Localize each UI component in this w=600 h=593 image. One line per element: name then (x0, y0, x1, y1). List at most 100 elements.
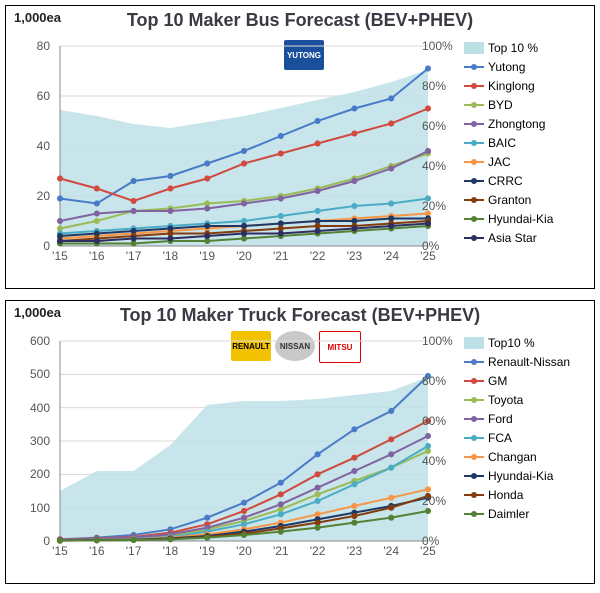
legend-item: FCA (464, 428, 588, 447)
y-left-tick: 400 (10, 401, 50, 415)
forecast-charts-page: { "bus": { "type": "line+area", "unit_la… (0, 0, 600, 593)
y-right-tick: 40% (422, 454, 462, 468)
bus-chart-svg (52, 38, 436, 268)
legend-item: Daimler (464, 504, 588, 523)
x-tick: '15 (45, 249, 75, 263)
y-left-tick: 20 (10, 189, 50, 203)
legend-swatch (464, 218, 484, 220)
x-tick: '17 (119, 249, 149, 263)
legend-label: Kinglong (488, 79, 535, 93)
y-left-tick: 100 (10, 501, 50, 515)
legend-item: Granton (464, 190, 588, 209)
legend-label: BYD (488, 98, 513, 112)
y-right-tick: 40% (422, 159, 462, 173)
legend-item: Kinglong (464, 76, 588, 95)
bus-forecast-panel: 1,000ea Top 10 Maker Bus Forecast (BEV+P… (5, 5, 595, 289)
legend-item: Changan (464, 447, 588, 466)
legend-label: Toyota (488, 393, 523, 407)
legend-label: Daimler (488, 507, 529, 521)
legend-swatch (464, 418, 484, 420)
legend-item: GM (464, 371, 588, 390)
y-left-tick: 60 (10, 89, 50, 103)
legend-swatch (464, 437, 484, 439)
truck-forecast-panel: 1,000ea Top 10 Maker Truck Forecast (BEV… (5, 300, 595, 584)
legend-swatch (464, 399, 484, 401)
x-tick: '24 (376, 249, 406, 263)
legend-label: GM (488, 374, 507, 388)
legend-label: Ford (488, 412, 513, 426)
legend-label: Top10 % (488, 336, 535, 350)
legend-label: Changan (488, 450, 537, 464)
legend-item: Honda (464, 485, 588, 504)
x-tick: '18 (155, 249, 185, 263)
x-tick: '23 (339, 544, 369, 558)
legend-swatch (464, 475, 484, 477)
legend-label: Hyundai-Kia (488, 212, 553, 226)
legend-swatch (464, 337, 484, 349)
truck-chart-svg (52, 333, 436, 563)
legend-label: Asia Star (488, 231, 537, 245)
legend-item: Top 10 % (464, 38, 588, 57)
bus-title: Top 10 Maker Bus Forecast (BEV+PHEV) (6, 10, 594, 31)
legend-item: Yutong (464, 57, 588, 76)
legend-swatch (464, 104, 484, 106)
y-left-tick: 0 (10, 534, 50, 548)
legend-label: JAC (488, 155, 511, 169)
legend-swatch (464, 237, 484, 239)
legend-label: BAIC (488, 136, 516, 150)
legend-item: Ford (464, 409, 588, 428)
legend-item: BAIC (464, 133, 588, 152)
legend-item: Asia Star (464, 228, 588, 247)
truck-legend: Top10 % Renault-Nissan GM Toyota Ford FCA Chan… (464, 333, 588, 523)
legend-item: BYD (464, 95, 588, 114)
y-right-tick: 80% (422, 374, 462, 388)
y-right-tick: 100% (422, 334, 462, 348)
y-left-tick: 500 (10, 367, 50, 381)
x-tick: '22 (303, 249, 333, 263)
legend-label: Zhongtong (488, 117, 545, 131)
bus-legend: Top 10 % Yutong Kinglong BYD Zhongtong BAIC JA… (464, 38, 588, 247)
x-tick: '19 (192, 249, 222, 263)
legend-swatch (464, 380, 484, 382)
legend-swatch (464, 42, 484, 54)
y-right-tick: 20% (422, 494, 462, 508)
legend-item: Zhongtong (464, 114, 588, 133)
legend-label: Top 10 % (488, 41, 538, 55)
x-tick: '16 (82, 249, 112, 263)
x-tick: '22 (303, 544, 333, 558)
legend-swatch (464, 199, 484, 201)
x-tick: '20 (229, 249, 259, 263)
y-left-tick: 0 (10, 239, 50, 253)
legend-item: Top10 % (464, 333, 588, 352)
legend-item: JAC (464, 152, 588, 171)
y-right-tick: 100% (422, 39, 462, 53)
x-tick: '21 (266, 544, 296, 558)
legend-item: Renault-Nissan (464, 352, 588, 371)
legend-item: CRRC (464, 171, 588, 190)
x-tick: '20 (229, 544, 259, 558)
y-left-tick: 600 (10, 334, 50, 348)
legend-swatch (464, 85, 484, 87)
legend-label: Hyundai-Kia (488, 469, 553, 483)
x-tick: '25 (413, 544, 443, 558)
legend-item: Hyundai-Kia (464, 466, 588, 485)
legend-swatch (464, 361, 484, 363)
legend-swatch (464, 180, 484, 182)
bus-chart-area (52, 38, 436, 268)
legend-swatch (464, 161, 484, 163)
legend-swatch (464, 513, 484, 515)
legend-label: Granton (488, 193, 531, 207)
legend-label: Yutong (488, 60, 525, 74)
y-left-tick: 40 (10, 139, 50, 153)
legend-swatch (464, 494, 484, 496)
y-right-tick: 80% (422, 79, 462, 93)
y-left-tick: 300 (10, 434, 50, 448)
y-left-tick: 80 (10, 39, 50, 53)
legend-item: Toyota (464, 390, 588, 409)
legend-item: Hyundai-Kia (464, 209, 588, 228)
legend-label: Renault-Nissan (488, 355, 570, 369)
x-tick: '18 (155, 544, 185, 558)
legend-label: Honda (488, 488, 523, 502)
x-tick: '23 (339, 249, 369, 263)
y-right-tick: 60% (422, 414, 462, 428)
